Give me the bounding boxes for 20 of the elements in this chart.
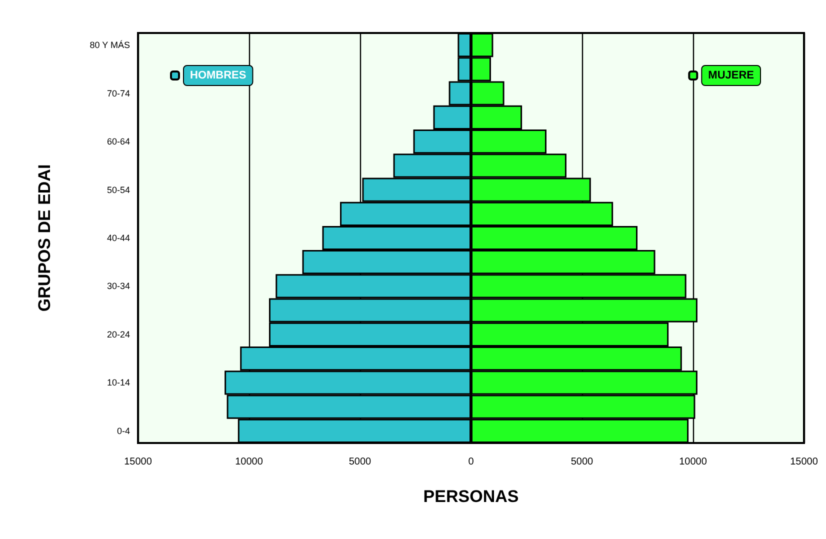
y-tick-label: 80 Y MÁS: [90, 40, 130, 50]
y-tick-label: 20-24: [106, 329, 130, 340]
x-tick-label: 10000: [235, 456, 264, 468]
y-tick-label: 0-4: [116, 426, 130, 436]
y-tick-label: 30-34: [106, 281, 130, 292]
x-tick-label: 15000: [790, 456, 818, 468]
y-tick-label: 60-64: [106, 136, 130, 147]
legend-label: MUJERE: [708, 70, 754, 82]
y-tick-label: 70-74: [106, 88, 130, 98]
y-axis-title: GRUPOS DE EDAI: [35, 164, 54, 312]
y-tick-label: 50-54: [106, 184, 130, 195]
x-tick-label: 0: [468, 456, 474, 468]
x-tick-label: 5000: [348, 456, 372, 468]
x-tick-label: 5000: [570, 456, 594, 468]
legend-label: HOMBRES: [190, 70, 246, 82]
x-tick-label: 10000: [679, 456, 708, 468]
x-axis-title: PERSONAS: [423, 487, 519, 506]
y-tick-label: 10-14: [106, 378, 130, 388]
y-tick-label: 40-44: [106, 233, 130, 243]
x-tick-label: 15000: [124, 456, 152, 468]
